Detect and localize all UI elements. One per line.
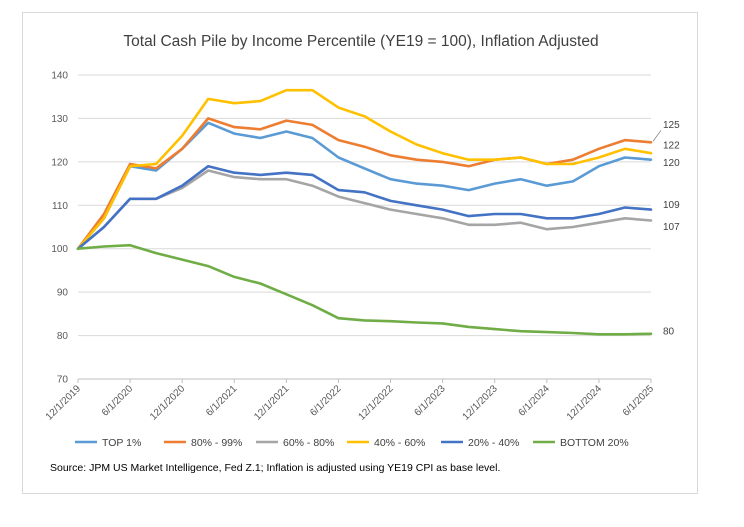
- x-tick-label: 12/1/2021: [252, 383, 292, 423]
- series-line-80-99: [76, 117, 653, 250]
- series-line-60-80: [76, 169, 653, 250]
- end-label: 122: [663, 141, 680, 152]
- end-labels: 125 122 120 109 107 80: [652, 120, 680, 337]
- gridlines: [78, 74, 651, 380]
- end-label: 120: [663, 158, 680, 169]
- y-axis-ticks: 70 80 90 100 110 120 130 140: [51, 71, 68, 386]
- x-tick-label: 12/1/2024: [565, 383, 605, 423]
- y-tick-label: 120: [51, 157, 68, 168]
- legend-label-40-60: 40% - 60%: [374, 437, 425, 449]
- y-tick-label: 130: [51, 114, 68, 125]
- legend-label-bottom-20: BOTTOM 20%: [560, 437, 629, 449]
- legend: TOP 1% 80% - 99% 60% - 80% 40% - 60% 20% - 4…: [75, 437, 629, 449]
- legend-label-top-1: TOP 1%: [102, 437, 141, 449]
- series-line-top-1: [76, 121, 653, 250]
- line-chart: Total Cash Pile by Income Percentile (YE…: [44, 33, 680, 474]
- end-label: 107: [663, 222, 680, 233]
- x-tick-label: 6/1/2020: [100, 383, 136, 419]
- series-lines: [76, 88, 653, 336]
- x-axis-ticks: 12/1/2019 6/1/2020 12/1/2020 6/1/2021 12/1/2…: [44, 379, 657, 423]
- x-tick-label: 6/1/2024: [517, 383, 553, 419]
- x-tick-label: 12/1/2022: [356, 383, 396, 423]
- series-line-40-60: [76, 88, 653, 250]
- series-line-bottom-20: [76, 243, 653, 336]
- x-tick-label: 6/1/2021: [204, 383, 240, 419]
- x-tick-label: 6/1/2023: [412, 383, 448, 419]
- end-label-leader: [652, 130, 662, 142]
- series-line-20-40: [76, 164, 653, 250]
- chart-title: Total Cash Pile by Income Percentile (YE…: [123, 33, 598, 50]
- y-tick-label: 90: [57, 288, 69, 299]
- y-tick-label: 100: [51, 244, 68, 255]
- end-label: 109: [663, 200, 680, 211]
- y-tick-label: 110: [52, 201, 68, 212]
- x-tick-label: 6/1/2025: [621, 383, 657, 419]
- x-tick-label: 12/1/2020: [148, 383, 188, 423]
- y-tick-label: 70: [57, 375, 69, 386]
- legend-label-60-80: 60% - 80%: [283, 437, 334, 449]
- end-label: 80: [663, 326, 675, 337]
- legend-label-80-99: 80% - 99%: [191, 437, 242, 449]
- legend-label-20-40: 20% - 40%: [468, 437, 519, 449]
- y-tick-label: 80: [57, 331, 69, 342]
- x-tick-label: 12/1/2023: [461, 383, 501, 423]
- y-tick-label: 140: [51, 71, 68, 82]
- x-tick-label: 12/1/2019: [44, 383, 84, 423]
- x-tick-label: 6/1/2022: [308, 383, 344, 419]
- chart-frame: Total Cash Pile by Income Percentile (YE…: [22, 12, 698, 494]
- source-note: Source: JPM US Market Intelligence, Fed …: [50, 462, 500, 474]
- end-label: 125: [663, 120, 680, 131]
